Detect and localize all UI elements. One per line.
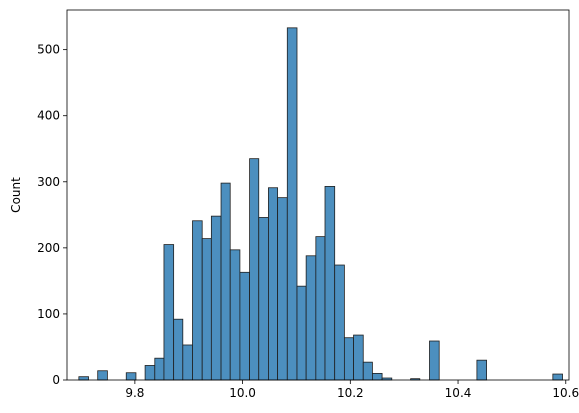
y-tick-label: 100 [37, 307, 60, 321]
histogram-bar [362, 361, 373, 381]
histogram-bar [78, 376, 89, 381]
histogram-bar [476, 359, 487, 381]
histogram-bar [286, 27, 298, 381]
x-tick-label: 9.8 [125, 386, 144, 400]
histogram-bar [249, 158, 260, 381]
histogram-bar [277, 197, 288, 381]
histogram-bar [192, 220, 203, 381]
histogram-bar [182, 344, 193, 381]
y-axis-label: Count [9, 177, 23, 213]
histogram-bar [125, 372, 137, 381]
histogram-bar [163, 244, 175, 381]
x-tick-label: 10.6 [552, 386, 579, 400]
axes-frame [66, 9, 570, 381]
histogram-bar [324, 186, 336, 381]
histogram-bar [315, 236, 326, 381]
y-tick-label: 300 [37, 175, 60, 189]
histogram-bar [154, 357, 165, 381]
x-tick-label: 10.0 [229, 386, 256, 400]
histogram-bar [97, 370, 108, 381]
histogram-bar [268, 187, 279, 381]
histogram-bar [258, 217, 269, 381]
histogram-bar [220, 182, 231, 381]
histogram-bar [372, 372, 383, 381]
histogram-bar [429, 340, 440, 381]
axes: 9.8 10.0 10.2 10.4 10.6 0 100 200 300 400 500 [37, 9, 579, 400]
histogram-bar [201, 238, 212, 381]
histogram-bar [173, 318, 184, 381]
x-tick-label: 10.2 [337, 386, 364, 400]
x-tick-label: 10.4 [445, 386, 472, 400]
histogram-bars [78, 27, 563, 381]
y-tick-label: 500 [37, 43, 60, 57]
y-tick-label: 400 [37, 109, 60, 123]
histogram-bar [305, 255, 317, 381]
histogram-bar [296, 285, 307, 381]
histogram-bar [552, 373, 563, 381]
histogram-bar [239, 271, 250, 381]
histogram-bar [229, 249, 241, 381]
y-tick-label: 200 [37, 241, 60, 255]
histogram-bar [343, 337, 354, 381]
histogram-bar [353, 334, 364, 381]
histogram-bar [144, 365, 156, 381]
y-tick-label: 0 [52, 373, 60, 387]
histogram-bar [334, 264, 345, 381]
histogram-bar [210, 215, 222, 381]
